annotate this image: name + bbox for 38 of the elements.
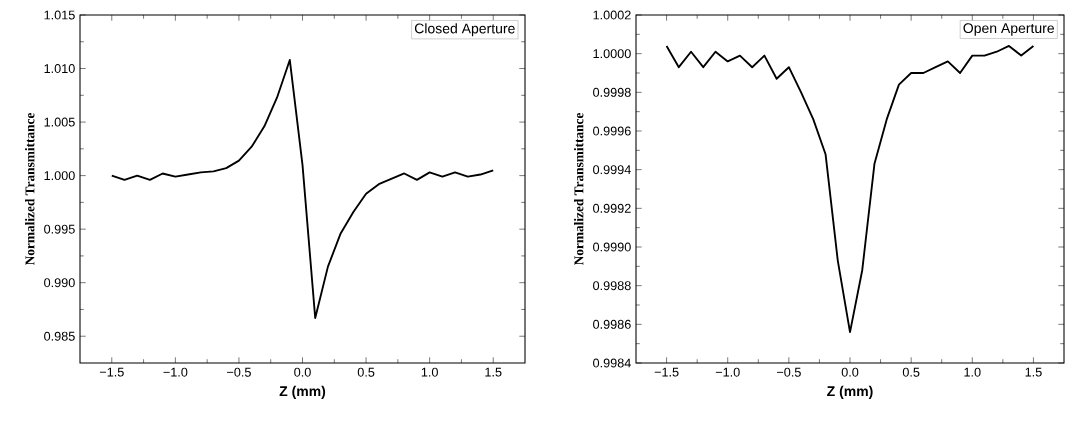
x-tick-label: 0.5 xyxy=(357,367,375,377)
y-tick-label: 0.995 xyxy=(44,224,75,234)
y-tick-label: 0.9998 xyxy=(593,87,631,97)
x-tick-label: 1.0 xyxy=(421,367,438,377)
y-tick-label: 0.9988 xyxy=(593,281,631,291)
x-axis-title: Z (mm) xyxy=(279,385,326,399)
y-tick-label: 0.9986 xyxy=(593,319,631,329)
y-tick-label: 1.0002 xyxy=(593,10,631,20)
y-tick-label: 0.9990 xyxy=(593,242,631,252)
x-tick-label: −1.0 xyxy=(163,367,188,377)
x-tick-label: 0.0 xyxy=(841,367,859,377)
y-tick-label: 1.0000 xyxy=(593,49,631,59)
y-tick-label: 0.990 xyxy=(44,278,75,288)
x-tick-label: −0.5 xyxy=(227,367,251,377)
y-axis-title: Normalized Transmittance xyxy=(574,112,584,266)
x-tick-label: −1.0 xyxy=(715,367,740,377)
y-axis-title: Normalized Transmittance xyxy=(25,112,35,266)
x-tick-label: 1.5 xyxy=(1025,367,1042,377)
line-series xyxy=(665,44,1035,334)
y-tick-label: 0.9994 xyxy=(593,165,631,175)
x-tick-label: 0.0 xyxy=(294,367,311,377)
x-tick-label: 1.5 xyxy=(485,367,502,377)
x-axis-title: Z (mm) xyxy=(827,385,873,399)
x-tick-label: −1.5 xyxy=(654,367,679,377)
y-tick-label: 1.005 xyxy=(44,117,75,127)
y-tick-label: 1.010 xyxy=(44,64,75,74)
x-tick-label: −1.5 xyxy=(99,367,124,377)
annotation: Open Aperture xyxy=(963,23,1054,36)
y-tick-label: 1.015 xyxy=(44,10,75,20)
x-tick-label: 1.0 xyxy=(964,367,981,377)
y-tick-label: 0.9984 xyxy=(593,358,631,368)
x-tick-label: −0.5 xyxy=(776,367,801,377)
y-tick-label: 1.000 xyxy=(44,171,75,181)
y-tick-label: 0.985 xyxy=(44,331,75,341)
y-tick-label: 0.9992 xyxy=(593,203,631,213)
y-tick-label: 0.9996 xyxy=(593,126,631,136)
x-tick-label: 0.5 xyxy=(902,367,920,377)
annotation: Closed Aperture xyxy=(414,23,515,37)
